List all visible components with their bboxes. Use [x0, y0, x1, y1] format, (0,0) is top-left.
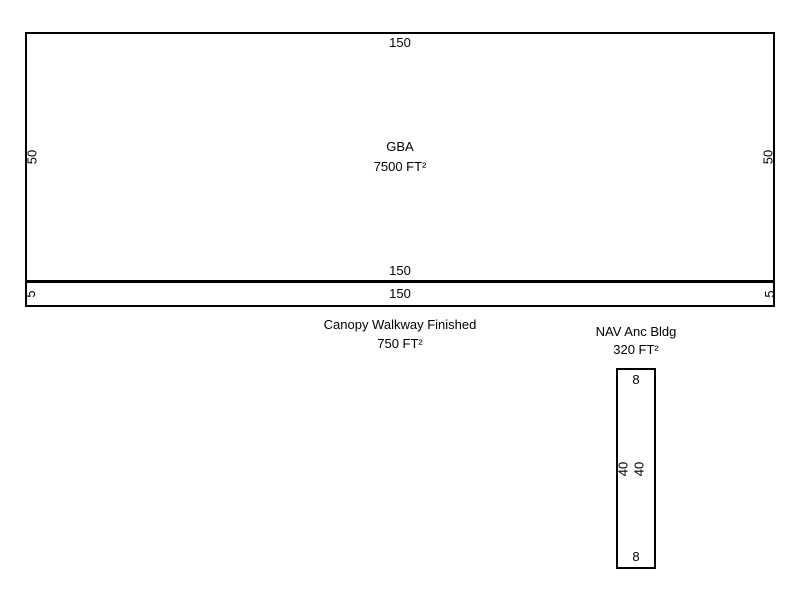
nav-caption-area: 320 FT²: [613, 342, 659, 357]
canopy-caption-title: Canopy Walkway Finished: [323, 317, 477, 332]
nav-caption: NAV Anc Bldg 320 FT²: [556, 323, 716, 359]
gba-dim-top: 150: [389, 35, 411, 50]
canopy-strip-rectangle: 5 150 5: [23, 281, 777, 307]
nav-dim-mid-left: 40: [615, 461, 631, 476]
nav-dim-top: 8: [632, 372, 640, 387]
gba-name-label: GBA: [386, 139, 414, 154]
canopy-caption: Canopy Walkway Finished 750 FT²: [25, 315, 775, 353]
gba-area-label: 7500 FT²: [373, 159, 427, 174]
nav-dim-bottom: 8: [632, 549, 640, 564]
nav-dim-mid-right: 40: [631, 461, 647, 476]
canopy-dim-center: 150: [389, 286, 411, 301]
nav-rectangle: 8 40 40 8: [616, 368, 656, 569]
canopy-dim-right: 5: [761, 290, 777, 298]
gba-center-label: GBA 7500 FT²: [27, 137, 773, 177]
gba-rectangle: 150 50 50 GBA 7500 FT² 150: [25, 32, 775, 282]
nav-caption-title: NAV Anc Bldg: [595, 324, 677, 339]
canopy-caption-area: 750 FT²: [377, 336, 423, 351]
gba-dim-bottom: 150: [389, 263, 411, 278]
